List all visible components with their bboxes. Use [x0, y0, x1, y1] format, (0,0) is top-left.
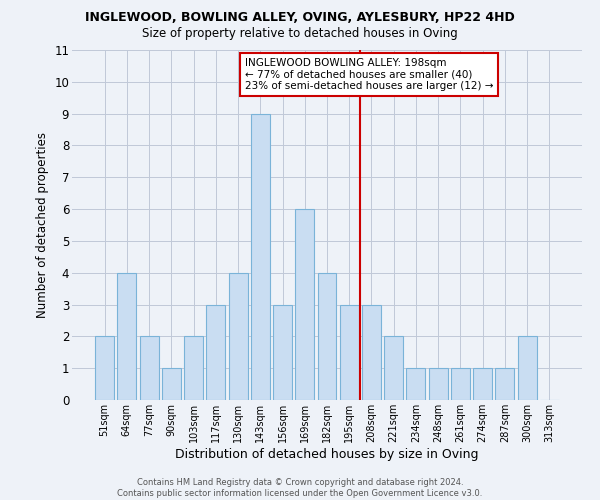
Bar	[184, 336, 203, 400]
Bar	[140, 336, 158, 400]
Bar	[273, 304, 292, 400]
Bar	[95, 336, 114, 400]
Bar	[295, 209, 314, 400]
Bar	[229, 272, 248, 400]
Text: Size of property relative to detached houses in Oving: Size of property relative to detached ho…	[142, 28, 458, 40]
Bar	[118, 272, 136, 400]
Bar	[406, 368, 425, 400]
Y-axis label: Number of detached properties: Number of detached properties	[35, 132, 49, 318]
Bar	[451, 368, 470, 400]
Bar	[473, 368, 492, 400]
Bar	[362, 304, 381, 400]
Bar	[317, 272, 337, 400]
Bar	[162, 368, 181, 400]
Bar	[206, 304, 225, 400]
Bar	[384, 336, 403, 400]
Bar	[518, 336, 536, 400]
Text: INGLEWOOD, BOWLING ALLEY, OVING, AYLESBURY, HP22 4HD: INGLEWOOD, BOWLING ALLEY, OVING, AYLESBU…	[85, 11, 515, 24]
Text: INGLEWOOD BOWLING ALLEY: 198sqm
← 77% of detached houses are smaller (40)
23% of: INGLEWOOD BOWLING ALLEY: 198sqm ← 77% of…	[245, 58, 493, 91]
Bar	[340, 304, 359, 400]
Bar	[251, 114, 270, 400]
Bar	[429, 368, 448, 400]
X-axis label: Distribution of detached houses by size in Oving: Distribution of detached houses by size …	[175, 448, 479, 460]
Text: Contains HM Land Registry data © Crown copyright and database right 2024.
Contai: Contains HM Land Registry data © Crown c…	[118, 478, 482, 498]
Bar	[496, 368, 514, 400]
